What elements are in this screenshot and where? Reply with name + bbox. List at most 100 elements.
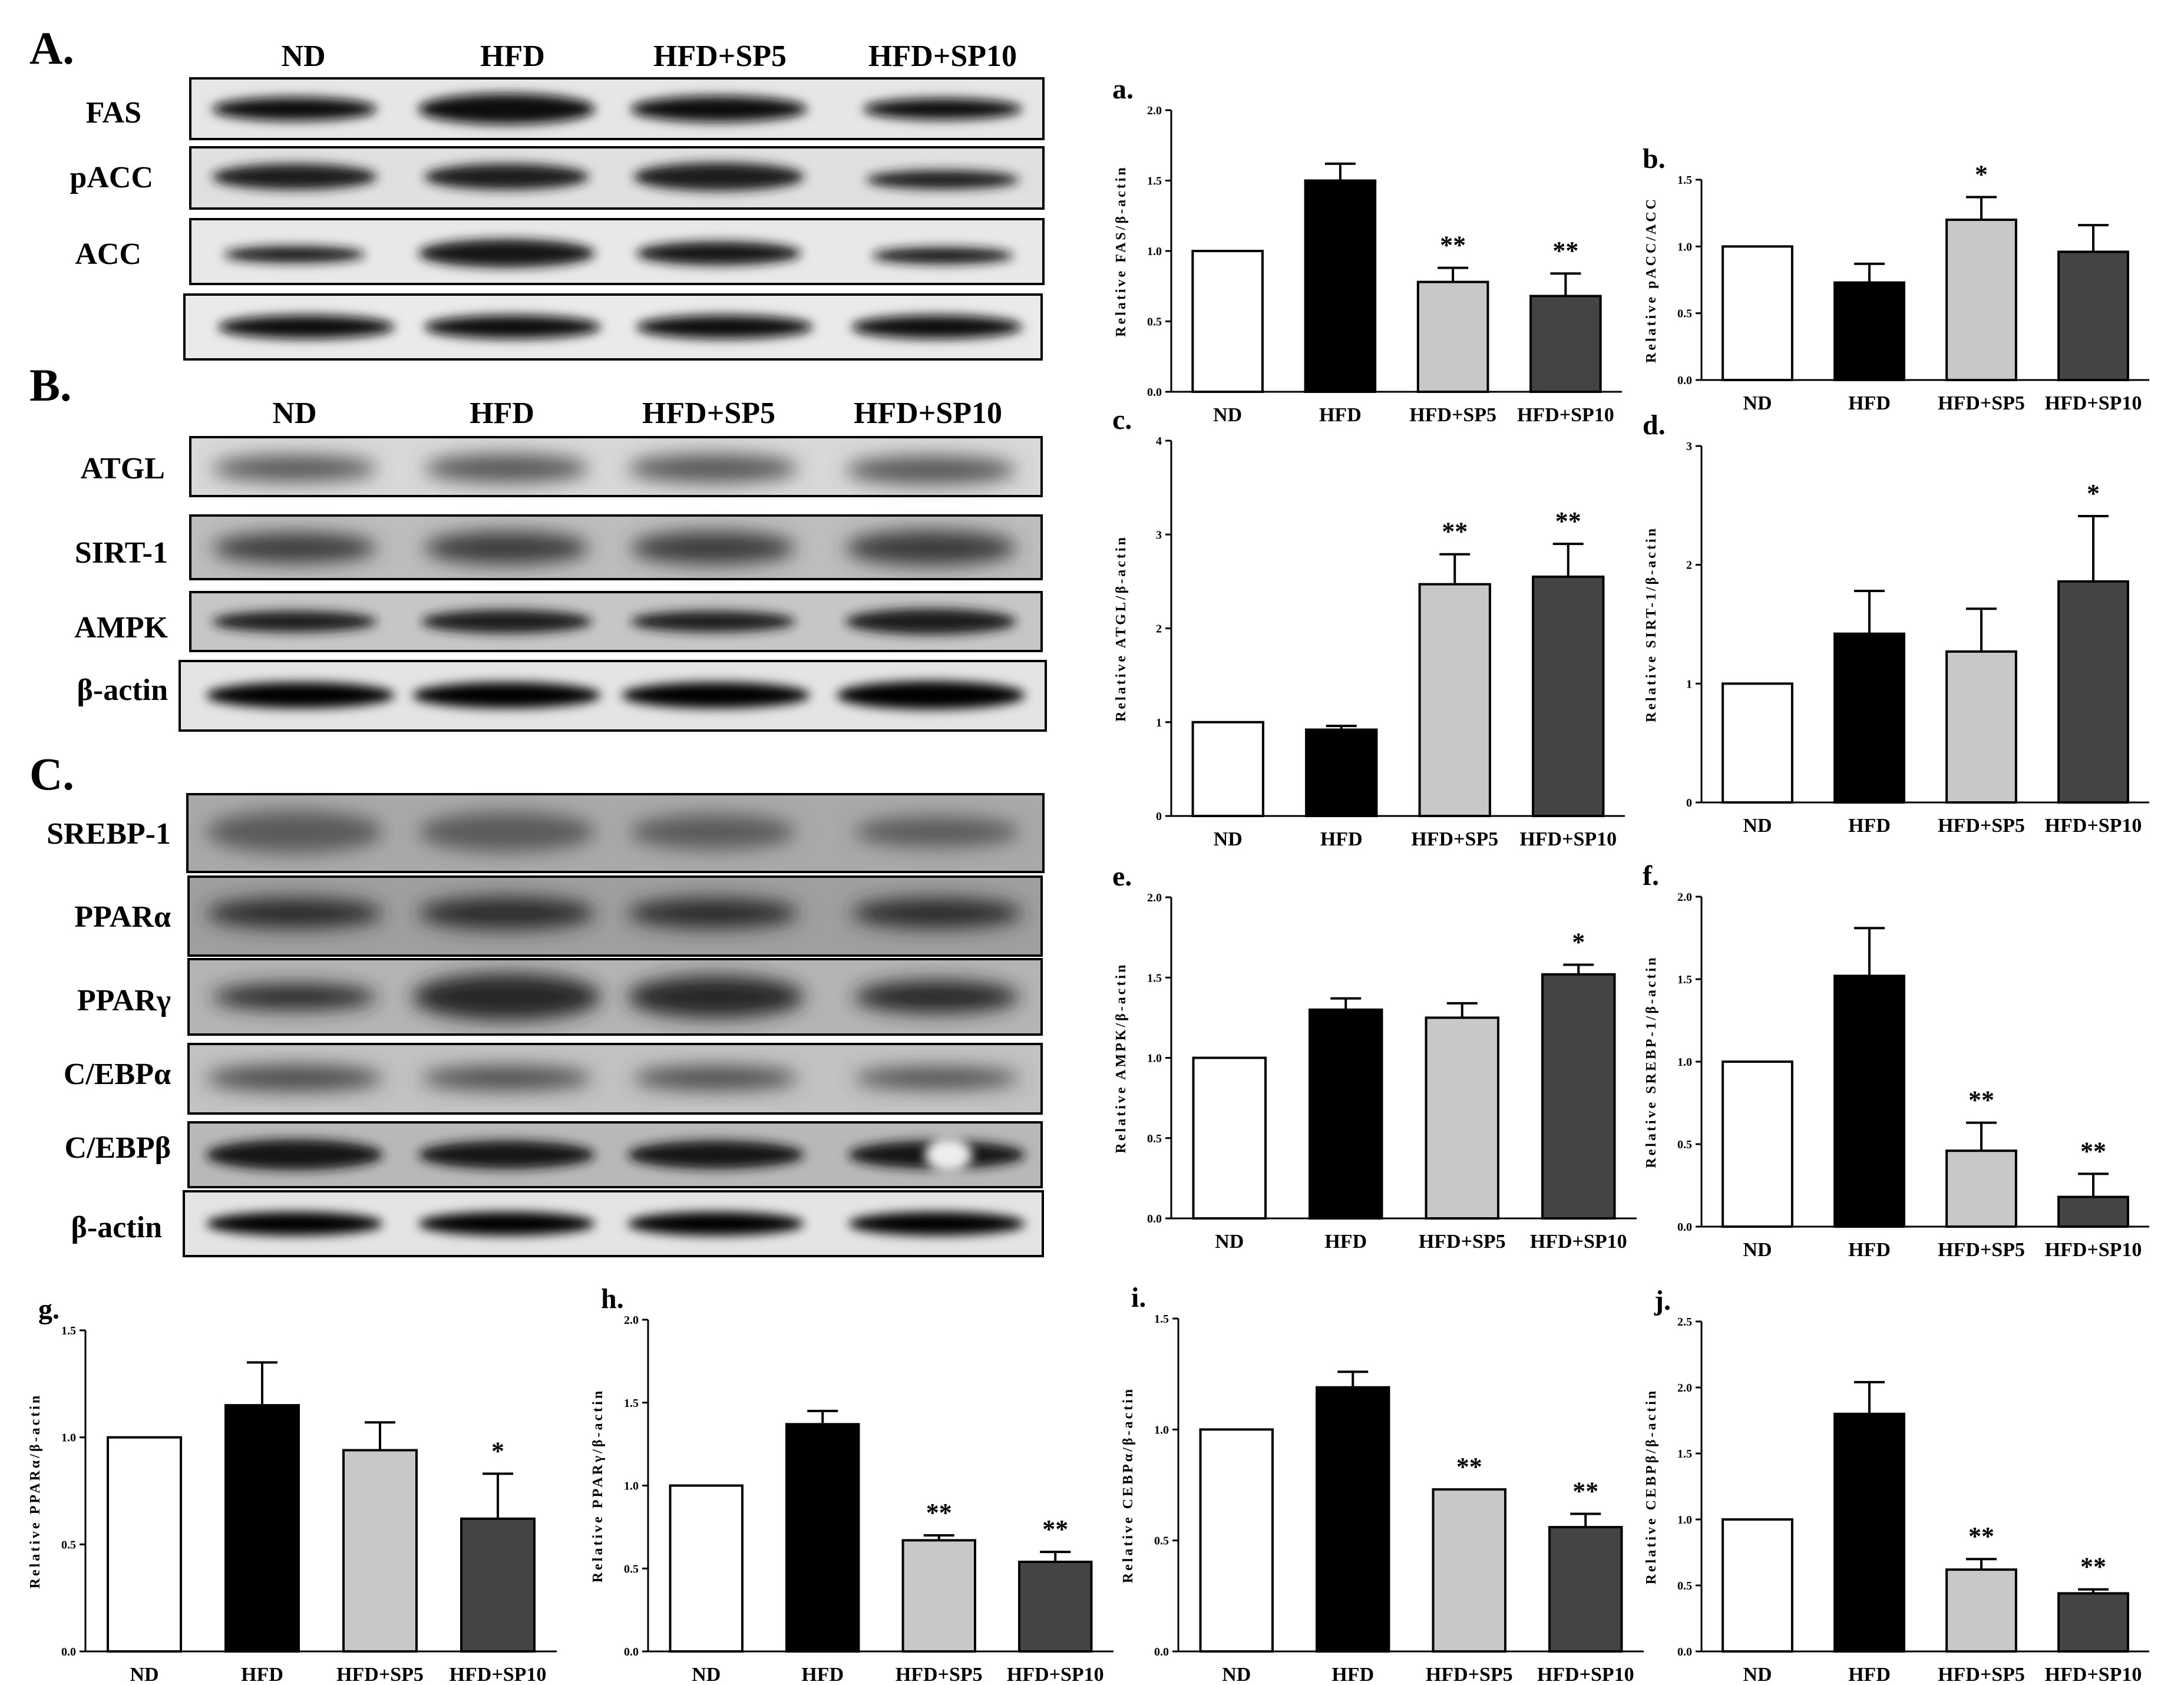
- chart-b-ytick-label: 0.0: [1677, 374, 1692, 387]
- chart-j-significance-HFD-SP5: **: [1968, 1522, 1994, 1551]
- chart-g-bar-HFD-SP10: [460, 1517, 536, 1653]
- chart-b-y-axis-label: Relative pACC/ACC: [1644, 197, 1659, 363]
- chart-a-ytick-label: 2.0: [1147, 104, 1162, 117]
- chart-a-significance-HFD-SP5: **: [1440, 231, 1466, 260]
- chart-j: j. 0.0 0.5 1.0 1.5 2.0 2.5 Relative CEBPβ/β-act…: [1644, 1285, 2149, 1685]
- blot-B-label-ATGL: ATGL: [80, 452, 165, 485]
- chart-f-bar-ND: [1722, 1060, 1793, 1228]
- chart-i-bar-HFD: [1316, 1386, 1390, 1653]
- blot-C-label-beta-actin: β-actin: [71, 1211, 163, 1244]
- chart-f-category-HFD-SP5: HFD+SP5: [1938, 1239, 2025, 1261]
- chart-h-bar-HFD-SP10: [1018, 1560, 1093, 1653]
- chart-a: a. 0.0 0.5 1.0 1.5 2.0 Relative FAS/β-actin ND H…: [1112, 74, 1622, 426]
- chart-h-y-axis-label: Relative PPARγ/β-actin: [590, 1389, 606, 1582]
- chart-b: b. 0.0 0.5 1.0 1.5 Relative pACC/ACC ND HFD * HFD…: [1643, 143, 2149, 414]
- chart-j-ytick-label: 0.5: [1677, 1580, 1692, 1593]
- chart-f-ytick-label: 2.0: [1677, 891, 1692, 904]
- chart-e-ytick-label: 1.5: [1147, 972, 1162, 984]
- chart-j-panel-label: j.: [1654, 1285, 1671, 1316]
- chart-g-bar-HFD: [224, 1404, 300, 1653]
- blot-panel-B: B. ND HFD HFD+SP5 HFD+SP10 ATGL SIRT-1 A…: [29, 359, 1047, 732]
- chart-h-category-HFD: HFD: [801, 1664, 844, 1685]
- chart-g: g. 0.0 0.5 1.0 1.5 Relative PPARα/β-actin ND HF…: [28, 1294, 557, 1685]
- chart-f-category-HFD: HFD: [1848, 1239, 1891, 1261]
- chart-d-category-ND: ND: [1743, 815, 1772, 837]
- chart-b-ytick-label: 0.5: [1677, 308, 1692, 321]
- blot-C-strip-SREBP-1: [186, 793, 1045, 873]
- chart-j-ytick-label: 1.0: [1677, 1514, 1692, 1527]
- chart-e-category-ND: ND: [1215, 1231, 1244, 1253]
- chart-a-category-HFD: HFD: [1319, 404, 1362, 426]
- chart-b-ytick-label: 1.5: [1677, 174, 1692, 187]
- chart-i: i. 0.0 0.5 1.0 1.5 Relative CEBPα/β-actin ND HF…: [1121, 1282, 1644, 1685]
- chart-g-category-HFD-SP5: HFD+SP5: [336, 1664, 424, 1685]
- chart-e-ytick-label: 0.5: [1147, 1132, 1162, 1145]
- chart-a-panel-label: a.: [1112, 74, 1134, 105]
- chart-c-panel-label: c.: [1112, 404, 1132, 435]
- chart-b-bar-HFD: [1833, 281, 1905, 381]
- chart-b-category-HFD-SP10: HFD+SP10: [2045, 392, 2142, 414]
- blot-C-strip-CEBP-beta: [187, 1121, 1043, 1188]
- chart-e-category-HFD: HFD: [1324, 1231, 1367, 1253]
- chart-j-category-HFD: HFD: [1848, 1664, 1891, 1685]
- chart-j-ytick-label: 0.0: [1677, 1646, 1692, 1658]
- blot-C-label-PPAR-alpha: PPARα: [74, 900, 171, 934]
- chart-i-significance-HFD-SP10: **: [1572, 1476, 1598, 1505]
- blot-B-strip-beta-actin: [179, 660, 1047, 732]
- panel-letter-A: A.: [29, 22, 74, 74]
- chart-h-panel-label: h.: [601, 1283, 624, 1314]
- blot-C-strip-beta-actin: [183, 1190, 1044, 1257]
- chart-f-bar-HFD-SP5: [1945, 1149, 2017, 1228]
- chart-f-y-axis-label: Relative SREBP-1/β-actin: [1644, 955, 1659, 1168]
- chart-b-category-HFD: HFD: [1848, 392, 1891, 414]
- blot-panel-C: C. SREBP-1 PPARα PPARγ C/EBPα C/EBPβ β-a…: [29, 748, 1045, 1257]
- chart-e-ytick-label: 1.0: [1147, 1052, 1162, 1065]
- blot-B-group-ND: ND: [272, 397, 316, 430]
- chart-d-bar-HFD-SP5: [1945, 650, 2017, 804]
- chart-j-category-ND: ND: [1743, 1664, 1772, 1685]
- chart-h-bar-ND: [669, 1484, 744, 1653]
- chart-a-ytick-label: 1.5: [1147, 175, 1162, 188]
- chart-e-category-HFD-SP5: HFD+SP5: [1419, 1231, 1506, 1253]
- chart-g-ytick-label: 1.5: [61, 1324, 76, 1337]
- chart-i-ytick-label: 1.0: [1154, 1423, 1169, 1436]
- chart-i-panel-label: i.: [1131, 1282, 1146, 1313]
- chart-e-bar-HFD-SP5: [1425, 1016, 1499, 1220]
- blot-A-group-HFD: HFD: [480, 39, 545, 73]
- chart-c-significance-HFD-SP5: **: [1442, 517, 1468, 546]
- blot-B-label-beta-actin: β-actin: [77, 673, 168, 707]
- chart-d-ytick-label: 1: [1686, 678, 1692, 690]
- blot-C-label-SREBP-1: SREBP-1: [47, 817, 171, 851]
- chart-i-category-HFD-SP5: HFD+SP5: [1426, 1664, 1513, 1685]
- chart-f-category-ND: ND: [1743, 1239, 1772, 1261]
- blot-B-group-HFD: HFD: [470, 397, 534, 430]
- blot-B-group-HFD-SP5: HFD+SP5: [642, 397, 775, 430]
- chart-e-significance-HFD-SP10: *: [1572, 927, 1585, 956]
- chart-b-bar-HFD-SP10: [2057, 250, 2129, 381]
- chart-i-category-ND: ND: [1222, 1664, 1251, 1685]
- chart-a-significance-HFD-SP10: **: [1552, 236, 1578, 265]
- chart-a-bar-ND: [1191, 250, 1264, 393]
- chart-c-ytick-label: 4: [1156, 435, 1162, 448]
- chart-c-category-ND: ND: [1214, 828, 1243, 850]
- chart-g-bar-ND: [107, 1436, 182, 1653]
- chart-b-bar-ND: [1722, 245, 1793, 382]
- chart-e-ytick-label: 2.0: [1147, 891, 1162, 904]
- chart-f-bar-HFD-SP10: [2057, 1195, 2129, 1228]
- chart-f-ytick-label: 0.5: [1677, 1138, 1692, 1151]
- blot-B-label-SIRT-1: SIRT-1: [75, 536, 168, 570]
- chart-d-ytick-label: 3: [1686, 440, 1692, 453]
- chart-c-ytick-label: 2: [1156, 623, 1162, 636]
- chart-f-panel-label: f.: [1643, 860, 1659, 891]
- chart-g-ytick-label: 0.0: [61, 1646, 76, 1658]
- blot-A-label-pACC: pACC: [70, 161, 153, 194]
- chart-j-ytick-label: 2.5: [1677, 1316, 1692, 1329]
- chart-c-category-HFD-SP10: HFD+SP10: [1519, 828, 1617, 850]
- chart-j-category-HFD-SP5: HFD+SP5: [1938, 1664, 2025, 1685]
- chart-d-bar-HFD: [1833, 632, 1905, 804]
- blot-B-strip-ATGL: [189, 436, 1043, 497]
- chart-b-significance-HFD-SP5: *: [1975, 160, 1988, 189]
- chart-i-category-HFD: HFD: [1331, 1664, 1374, 1685]
- chart-i-bar-ND: [1199, 1428, 1274, 1653]
- chart-h-ytick-label: 0.0: [624, 1646, 639, 1658]
